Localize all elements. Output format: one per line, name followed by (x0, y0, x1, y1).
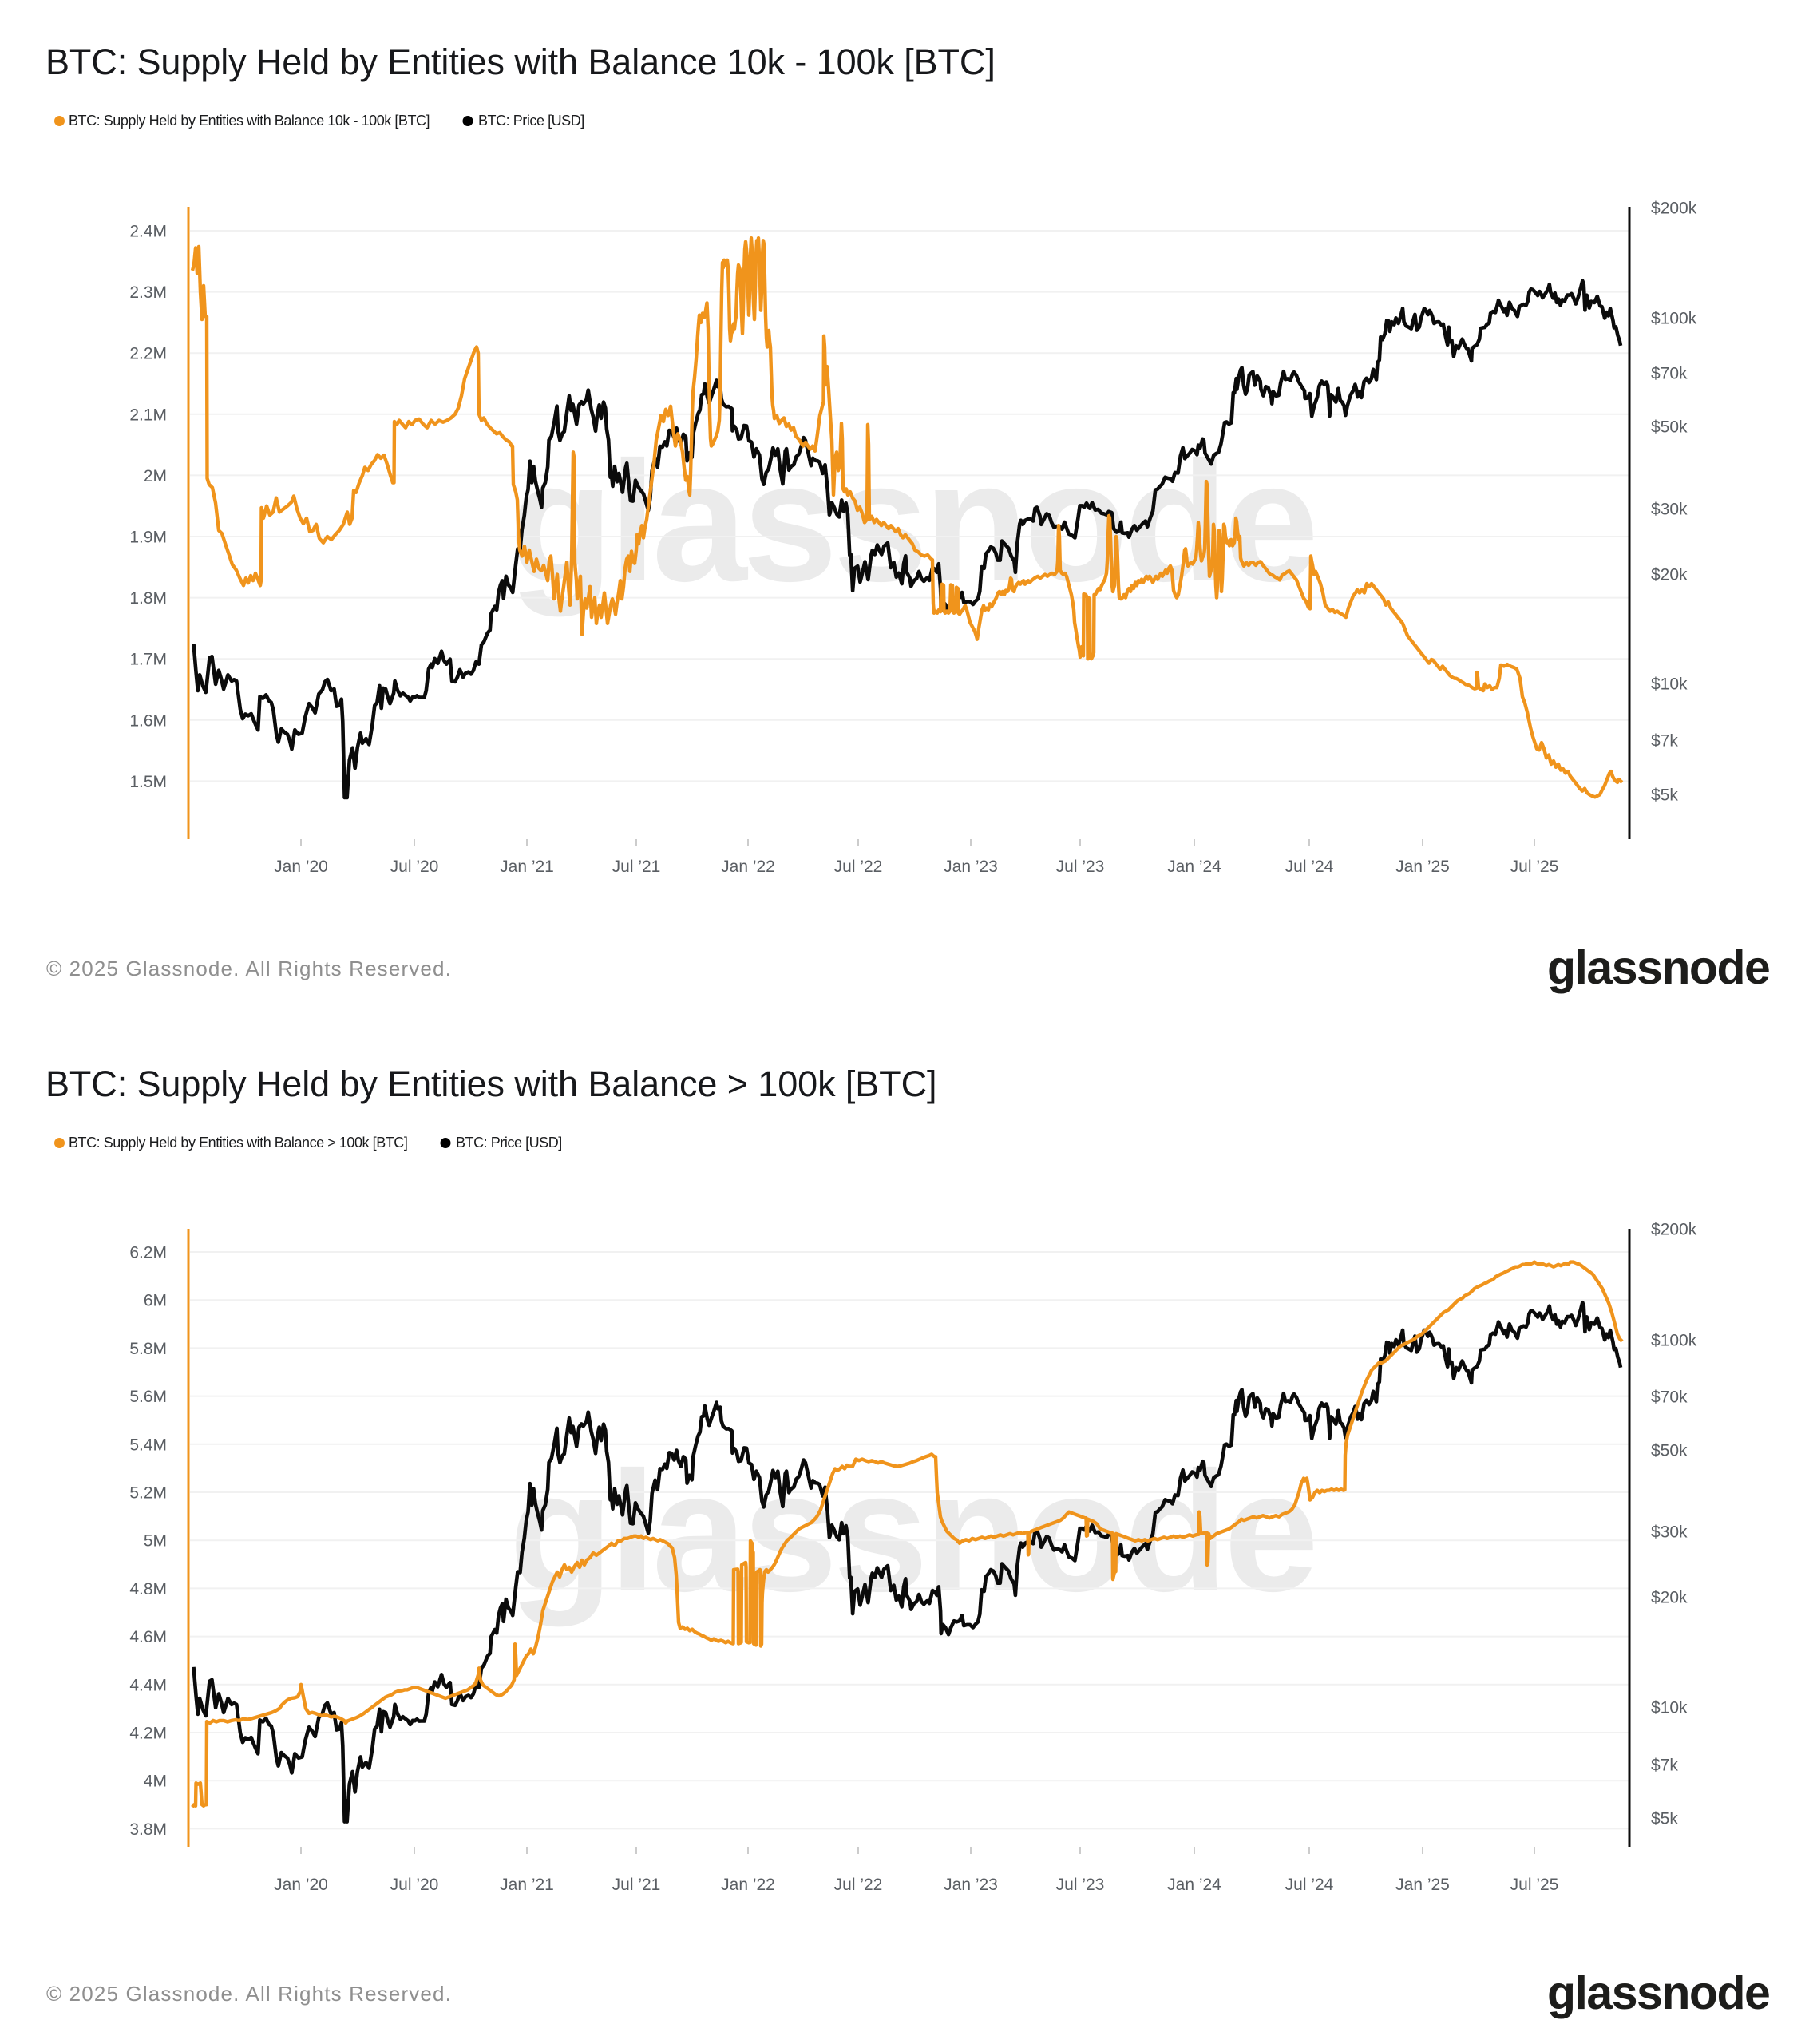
svg-text:$7k: $7k (1651, 732, 1678, 751)
svg-text:$200k: $200k (1651, 1221, 1697, 1239)
svg-text:Jan ’20: Jan ’20 (274, 1876, 328, 1894)
svg-text:$7k: $7k (1651, 1757, 1678, 1775)
svg-text:Jan ’25: Jan ’25 (1395, 858, 1450, 876)
svg-text:Jul ’24: Jul ’24 (1285, 858, 1334, 876)
svg-text:$100k: $100k (1651, 310, 1697, 328)
svg-text:BTC: Supply Held by Entities w: BTC: Supply Held by Entities with Balanc… (46, 1064, 936, 1104)
svg-text:$20k: $20k (1651, 1589, 1688, 1607)
svg-text:BTC: Supply Held by Entities w: BTC: Supply Held by Entities with Balanc… (69, 113, 430, 129)
svg-text:2.4M: 2.4M (129, 223, 167, 241)
svg-text:Jul ’22: Jul ’22 (834, 858, 883, 876)
svg-text:glassnode: glassnode (509, 1436, 1315, 1627)
svg-text:Jan ’24: Jan ’24 (1167, 1876, 1221, 1894)
svg-text:Jan ’21: Jan ’21 (500, 1876, 554, 1894)
svg-text:$5k: $5k (1651, 1810, 1678, 1828)
svg-text:BTC: Supply Held by Entities w: BTC: Supply Held by Entities with Balanc… (69, 1135, 407, 1151)
svg-text:1.7M: 1.7M (129, 651, 167, 669)
svg-text:5M: 5M (144, 1532, 167, 1551)
svg-text:$50k: $50k (1651, 418, 1688, 437)
svg-text:$100k: $100k (1651, 1332, 1697, 1350)
svg-text:5.4M: 5.4M (129, 1436, 167, 1454)
svg-text:2.1M: 2.1M (129, 406, 167, 424)
svg-text:3.8M: 3.8M (129, 1820, 167, 1839)
svg-text:Jan ’24: Jan ’24 (1167, 858, 1221, 876)
svg-text:glassnode: glassnode (509, 426, 1315, 617)
svg-text:$30k: $30k (1651, 1523, 1688, 1542)
svg-text:1.6M: 1.6M (129, 711, 167, 730)
svg-text:4.4M: 4.4M (129, 1676, 167, 1694)
svg-text:1.9M: 1.9M (129, 529, 167, 547)
svg-text:$20k: $20k (1651, 566, 1688, 584)
svg-text:$10k: $10k (1651, 675, 1688, 694)
svg-text:BTC: Price [USD]: BTC: Price [USD] (456, 1135, 562, 1151)
svg-text:Jul ’23: Jul ’23 (1056, 858, 1105, 876)
svg-text:Jan ’21: Jan ’21 (500, 858, 554, 876)
svg-text:2M: 2M (144, 467, 167, 485)
svg-text:$5k: $5k (1651, 786, 1678, 805)
svg-text:$70k: $70k (1651, 1388, 1688, 1407)
svg-text:$30k: $30k (1651, 501, 1688, 519)
svg-text:$50k: $50k (1651, 1442, 1688, 1460)
svg-text:Jan ’23: Jan ’23 (944, 858, 998, 876)
svg-text:Jul ’24: Jul ’24 (1285, 1876, 1334, 1894)
svg-text:Jan ’22: Jan ’22 (721, 1876, 775, 1894)
svg-text:© 2025 Glassnode. All Rights R: © 2025 Glassnode. All Rights Reserved. (46, 957, 452, 980)
svg-text:4.8M: 4.8M (129, 1580, 167, 1598)
svg-text:$70k: $70k (1651, 365, 1688, 383)
svg-text:Jan ’20: Jan ’20 (274, 858, 328, 876)
svg-text:Jul ’22: Jul ’22 (834, 1876, 883, 1894)
svg-text:Jan ’25: Jan ’25 (1395, 1876, 1450, 1894)
svg-text:Jul ’21: Jul ’21 (612, 858, 661, 876)
svg-text:6M: 6M (144, 1292, 167, 1310)
svg-text:BTC: Supply Held by Entities w: BTC: Supply Held by Entities with Balanc… (46, 42, 996, 82)
svg-text:5.2M: 5.2M (129, 1484, 167, 1503)
svg-text:4.6M: 4.6M (129, 1628, 167, 1646)
svg-text:glassnode: glassnode (1547, 941, 1769, 994)
svg-text:© 2025 Glassnode. All Rights R: © 2025 Glassnode. All Rights Reserved. (46, 1982, 452, 2006)
svg-text:Jul ’25: Jul ’25 (1510, 858, 1559, 876)
svg-text:2.3M: 2.3M (129, 283, 167, 302)
svg-text:2.2M: 2.2M (129, 345, 167, 363)
svg-text:$200k: $200k (1651, 200, 1697, 218)
svg-text:5.8M: 5.8M (129, 1340, 167, 1358)
svg-text:1.8M: 1.8M (129, 589, 167, 608)
svg-text:Jul ’23: Jul ’23 (1056, 1876, 1105, 1894)
svg-text:Jan ’22: Jan ’22 (721, 858, 775, 876)
svg-text:6.2M: 6.2M (129, 1244, 167, 1262)
svg-text:glassnode: glassnode (1547, 1967, 1769, 2019)
svg-text:1.5M: 1.5M (129, 773, 167, 791)
svg-text:Jul ’20: Jul ’20 (390, 1876, 439, 1894)
svg-text:$10k: $10k (1651, 1699, 1688, 1717)
svg-text:Jul ’21: Jul ’21 (612, 1876, 661, 1894)
svg-text:Jul ’20: Jul ’20 (390, 858, 439, 876)
svg-text:Jul ’25: Jul ’25 (1510, 1876, 1559, 1894)
svg-text:5.6M: 5.6M (129, 1388, 167, 1406)
svg-text:4M: 4M (144, 1773, 167, 1791)
svg-text:4.2M: 4.2M (129, 1725, 167, 1743)
svg-text:Jan ’23: Jan ’23 (944, 1876, 998, 1894)
svg-text:BTC: Price [USD]: BTC: Price [USD] (478, 113, 584, 129)
